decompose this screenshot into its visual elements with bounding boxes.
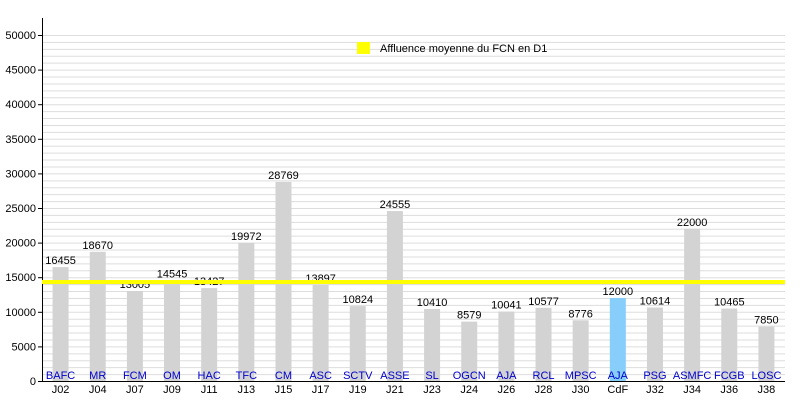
bar <box>646 307 663 381</box>
y-tick-label: 30000 <box>5 168 36 180</box>
bar <box>201 288 218 381</box>
opponent-label: FCGB <box>714 370 745 382</box>
x-tick-label: J24 <box>460 384 478 396</box>
y-tick-label: 20000 <box>5 238 36 250</box>
opponent-label: SL <box>425 370 438 382</box>
legend-label: Affluence moyenne du FCN en D1 <box>380 43 547 55</box>
x-tick-label: J09 <box>163 384 181 396</box>
x-tick-label: J32 <box>646 384 664 396</box>
data-label: 10041 <box>491 300 522 312</box>
opponent-label: AJA <box>608 370 629 382</box>
x-tick-label: J28 <box>535 384 553 396</box>
bar <box>126 291 143 381</box>
y-tick-label: 0 <box>30 376 36 388</box>
opponent-label: OM <box>163 370 181 382</box>
bar <box>758 326 775 381</box>
bar <box>721 308 738 381</box>
y-tick-label: 35000 <box>5 134 36 146</box>
x-tick-label: J23 <box>423 384 441 396</box>
x-tick-label: J30 <box>572 384 590 396</box>
x-tick-label: J02 <box>52 384 70 396</box>
bar <box>535 307 552 381</box>
x-tick-label: J07 <box>126 384 144 396</box>
bar <box>312 284 329 381</box>
x-tick-label: J13 <box>237 384 255 396</box>
x-tick-label: J38 <box>758 384 776 396</box>
data-label: 28769 <box>268 170 299 182</box>
data-label: 14545 <box>157 268 188 280</box>
x-tick-label: J15 <box>275 384 293 396</box>
y-tick-label: 10000 <box>5 307 36 319</box>
bar <box>52 267 69 381</box>
bar <box>238 242 255 381</box>
legend-swatch <box>357 42 370 54</box>
data-label: 22000 <box>677 217 708 229</box>
data-label: 24555 <box>380 199 411 211</box>
opponent-label: ASSE <box>380 370 409 382</box>
bar <box>164 280 181 381</box>
y-tick-label: 50000 <box>5 30 36 42</box>
data-label: 10614 <box>640 296 671 308</box>
opponent-label: MPSC <box>565 370 597 382</box>
opponent-label: ASC <box>309 370 332 382</box>
bar <box>349 306 366 381</box>
x-tick-label: J17 <box>312 384 330 396</box>
bar <box>424 308 441 381</box>
bar <box>498 311 515 381</box>
bar <box>572 320 589 381</box>
opponent-label: AJA <box>496 370 517 382</box>
opponent-label: SCTV <box>343 370 373 382</box>
data-label: 10824 <box>342 294 373 306</box>
x-tick-label: CdF <box>607 384 628 396</box>
x-tick-label: J21 <box>386 384 404 396</box>
opponent-label: PSG <box>643 370 666 382</box>
opponent-label: TFC <box>236 370 257 382</box>
bar <box>609 297 626 381</box>
data-label: 16455 <box>45 255 76 267</box>
y-tick-label: 40000 <box>5 99 36 111</box>
data-label: 12000 <box>603 286 634 298</box>
legend: Affluence moyenne du FCN en D1 <box>357 42 547 55</box>
bar <box>386 211 403 381</box>
axes: 0 5000 10000 15000 20000 25000 30000 35000 40000… <box>5 18 785 388</box>
y-tick-label: 5000 <box>12 341 36 353</box>
opponent-label: HAC <box>198 370 221 382</box>
opponent-label: BAFC <box>46 370 75 382</box>
data-label: 10465 <box>714 297 745 309</box>
data-label: 8579 <box>457 310 481 322</box>
data-label: 10410 <box>417 297 448 309</box>
y-tick-label: 15000 <box>5 272 36 284</box>
y-tick-label: 45000 <box>5 65 36 77</box>
bar <box>89 251 106 381</box>
opponent-label: ASMFC <box>673 370 712 382</box>
x-tick-label: J34 <box>683 384 701 396</box>
opponent-label: FCM <box>123 370 147 382</box>
bar <box>461 321 478 381</box>
opponent-label: LOSC <box>751 370 781 382</box>
labels: 16455BAFCJ0218670MRJ0413005FCMJ0714545OM… <box>45 170 781 396</box>
bar <box>684 228 701 381</box>
gridlines <box>42 35 785 376</box>
opponent-label: MR <box>89 370 106 382</box>
y-tick-label: 25000 <box>5 203 36 215</box>
data-label: 18670 <box>82 240 113 252</box>
opponent-label: OGCN <box>453 370 486 382</box>
x-tick-label: J19 <box>349 384 367 396</box>
data-label: 7850 <box>754 315 778 327</box>
opponent-label: RCL <box>533 370 555 382</box>
x-tick-label: J36 <box>720 384 738 396</box>
opponent-label: CM <box>275 370 292 382</box>
x-tick-label: J26 <box>498 384 516 396</box>
x-tick-label: J11 <box>201 384 218 396</box>
data-label: 8776 <box>568 308 592 320</box>
data-label: 19972 <box>231 231 262 243</box>
data-label: 10577 <box>528 296 559 308</box>
x-tick-label: J04 <box>89 384 107 396</box>
